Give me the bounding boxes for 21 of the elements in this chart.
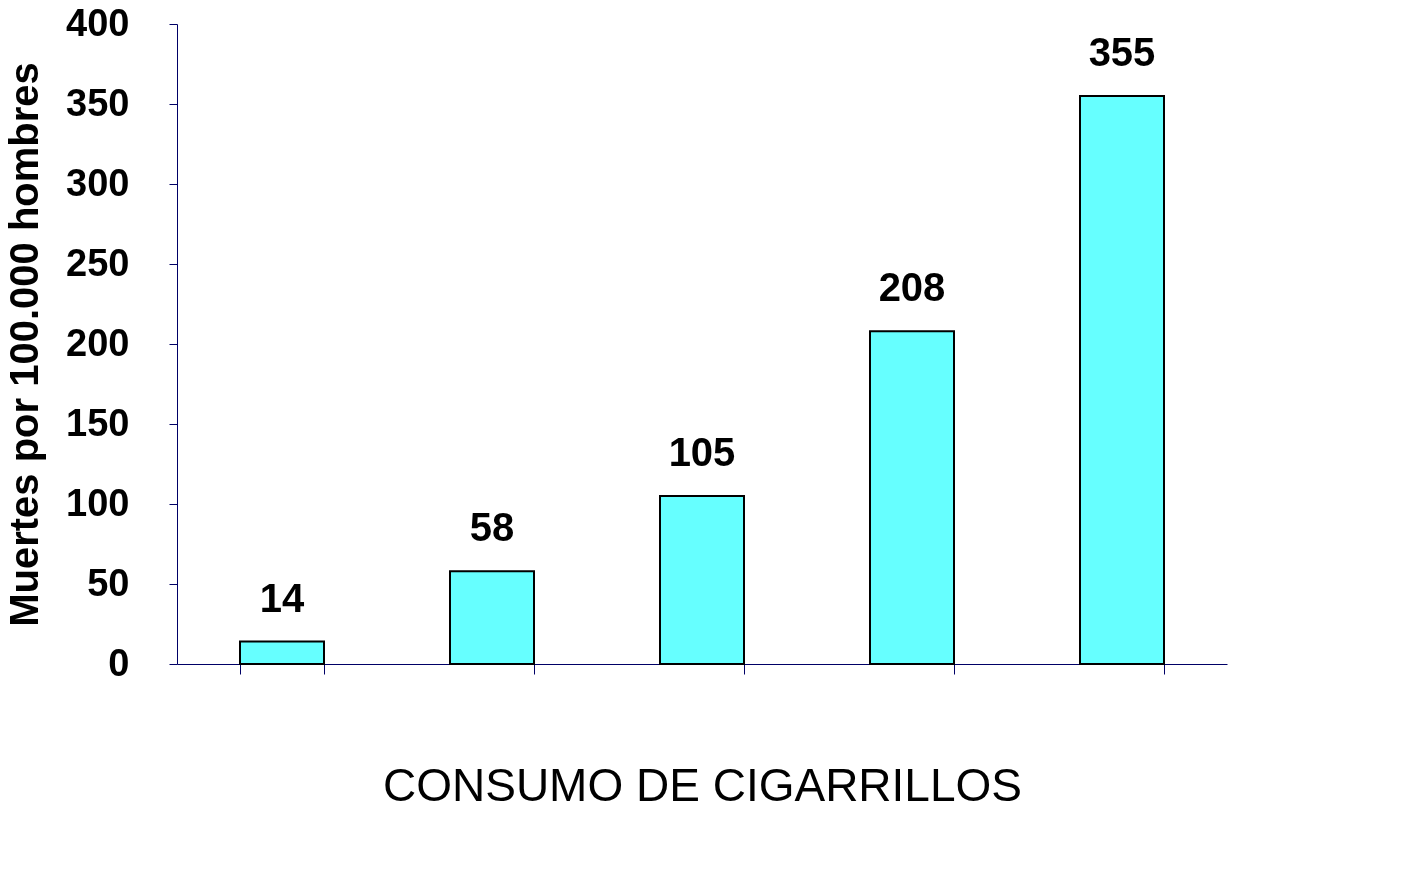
bar (1079, 95, 1165, 665)
bar (869, 330, 955, 665)
y-axis-title: Muertes por 100.000 hombres (2, 62, 47, 627)
y-tick-label: 400 (66, 1, 130, 44)
data-label: 355 (1088, 30, 1156, 74)
y-tick-label: 300 (66, 161, 130, 204)
y-tick-label: 100 (66, 481, 130, 524)
y-tick-label: 50 (87, 561, 130, 604)
data-label: 105 (668, 430, 736, 474)
bar (449, 570, 535, 665)
bar (659, 495, 745, 665)
y-tick-label: 250 (66, 241, 130, 284)
data-label: 14 (259, 575, 305, 620)
bar (239, 640, 325, 665)
y-tick-label: 150 (66, 401, 130, 444)
data-label: 208 (878, 265, 946, 310)
y-tick-label: 200 (66, 321, 130, 364)
y-tick-label: 0 (108, 641, 130, 684)
x-axis-title: CONSUMO DE CIGARRILLOS (383, 759, 1022, 811)
data-label: 58 (469, 505, 515, 550)
y-tick-label: 350 (66, 81, 130, 124)
